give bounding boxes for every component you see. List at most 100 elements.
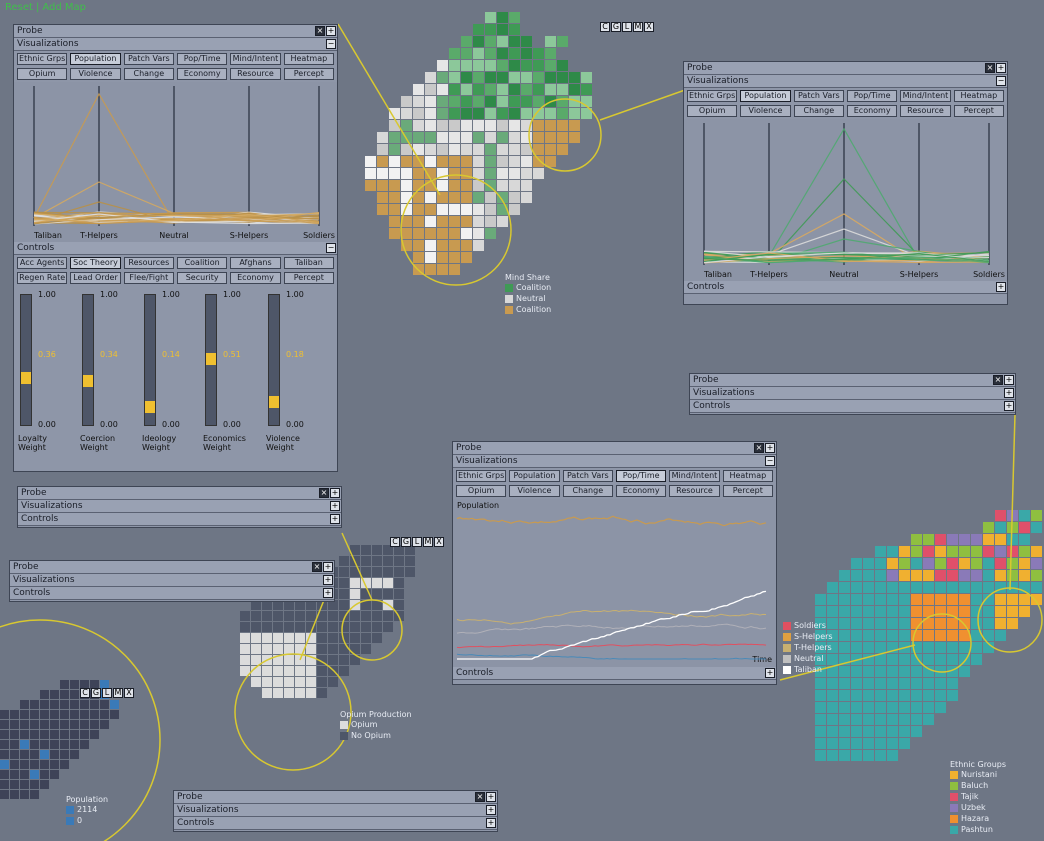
close-icon[interactable]: × <box>754 443 764 453</box>
tab-population[interactable]: Population <box>509 470 560 482</box>
map-btn-g[interactable]: G <box>91 688 101 698</box>
tab-pop-time[interactable]: Pop/Time <box>176 53 228 65</box>
reset-button[interactable]: Reset <box>5 2 33 13</box>
minimize-icon[interactable]: − <box>326 39 336 49</box>
expand-icon[interactable]: + <box>486 818 496 828</box>
tab-heatmap[interactable]: Heatmap <box>722 470 773 482</box>
tab-ethnic-grps[interactable]: Ethnic Grps <box>687 90 738 102</box>
expand-icon[interactable]: + <box>323 575 333 585</box>
visualizations-header[interactable]: Visualizations − <box>684 75 1007 88</box>
expand-icon[interactable]: + <box>323 588 333 598</box>
expand-icon[interactable]: + <box>330 501 340 511</box>
tab-opium[interactable]: Opium <box>17 68 68 80</box>
visualizations-header[interactable]: Visualizations + <box>174 804 497 817</box>
map-btn-l[interactable]: L <box>622 22 632 32</box>
controls-header[interactable]: Controls + <box>174 817 497 830</box>
weight-slider[interactable] <box>20 294 32 426</box>
tab-population[interactable]: Population <box>740 90 791 102</box>
afghanistan-mind-share-map[interactable] <box>365 12 615 322</box>
collapse-icon[interactable]: + <box>765 443 775 453</box>
tab-economy[interactable]: Economy <box>230 272 281 284</box>
controls-header[interactable]: Controls + <box>684 281 1007 294</box>
visualizations-header[interactable]: Visualizations + <box>690 387 1015 400</box>
tab-violence[interactable]: Violence <box>509 485 560 497</box>
visualizations-header[interactable]: Visualizations − <box>14 38 337 51</box>
controls-header[interactable]: Controls + <box>10 587 334 600</box>
weight-slider[interactable] <box>144 294 156 426</box>
map-btn-c[interactable]: C <box>390 537 400 547</box>
tab-ethnic-grps[interactable]: Ethnic Grps <box>17 53 68 65</box>
tab-coalition[interactable]: Coalition <box>176 257 228 269</box>
visualizations-header[interactable]: Visualizations − <box>453 455 776 468</box>
tab-regen-rate[interactable]: Regen Rate <box>17 272 68 284</box>
map-btn-c[interactable]: C <box>600 22 610 32</box>
controls-header[interactable]: Controls + <box>690 400 1015 413</box>
map-btn-g[interactable]: G <box>401 537 411 547</box>
tab-percept[interactable]: Percept <box>953 105 1004 117</box>
map-btn-c[interactable]: C <box>80 688 90 698</box>
tab-heatmap[interactable]: Heatmap <box>953 90 1004 102</box>
tab-resources[interactable]: Resources <box>123 257 174 269</box>
tab-economy[interactable]: Economy <box>176 68 228 80</box>
tab-soc-theory[interactable]: Soc Theory <box>70 257 121 269</box>
map-btn-m[interactable]: M <box>633 22 643 32</box>
tab-resource[interactable]: Resource <box>230 68 281 80</box>
tab-percept[interactable]: Percept <box>283 68 334 80</box>
map-btn-l[interactable]: L <box>412 537 422 547</box>
tab-pop-time[interactable]: Pop/Time <box>615 470 667 482</box>
close-icon[interactable]: × <box>319 488 329 498</box>
map-btn-x[interactable]: X <box>434 537 444 547</box>
tab-patch-vars[interactable]: Patch Vars <box>793 90 844 102</box>
collapse-icon[interactable]: + <box>323 562 333 572</box>
close-icon[interactable]: × <box>985 63 995 73</box>
tab-violence[interactable]: Violence <box>70 68 121 80</box>
tab-change[interactable]: Change <box>123 68 174 80</box>
tab-pop-time[interactable]: Pop/Time <box>846 90 898 102</box>
collapse-icon[interactable]: + <box>486 792 496 802</box>
tab-mind-intent[interactable]: Mind/Intent <box>230 53 281 65</box>
tab-percept[interactable]: Percept <box>283 272 334 284</box>
close-icon[interactable]: × <box>475 792 485 802</box>
tab-percept[interactable]: Percept <box>722 485 773 497</box>
tab-heatmap[interactable]: Heatmap <box>283 53 334 65</box>
tab-opium[interactable]: Opium <box>456 485 507 497</box>
expand-icon[interactable]: + <box>996 282 1006 292</box>
tab-change[interactable]: Change <box>793 105 844 117</box>
expand-icon[interactable]: + <box>1004 388 1014 398</box>
tab-population[interactable]: Population <box>70 53 121 65</box>
map-btn-m[interactable]: M <box>423 537 433 547</box>
tab-mind-intent[interactable]: Mind/Intent <box>669 470 720 482</box>
tab-acc-agents[interactable]: Acc Agents <box>17 257 68 269</box>
weight-slider[interactable] <box>82 294 94 426</box>
tab-afghans[interactable]: Afghans <box>230 257 281 269</box>
controls-header[interactable]: Controls + <box>453 667 776 680</box>
expand-icon[interactable]: + <box>330 514 340 524</box>
expand-icon[interactable]: + <box>765 668 775 678</box>
map-btn-l[interactable]: L <box>102 688 112 698</box>
slider-knob[interactable] <box>21 372 31 385</box>
slider-knob[interactable] <box>83 374 93 387</box>
tab-change[interactable]: Change <box>562 485 613 497</box>
slider-knob[interactable] <box>206 352 216 365</box>
close-icon[interactable]: × <box>993 375 1003 385</box>
add-map-button[interactable]: Add Map <box>42 2 86 13</box>
tab-patch-vars[interactable]: Patch Vars <box>562 470 613 482</box>
tab-taliban[interactable]: Taliban <box>283 257 334 269</box>
tab-resource[interactable]: Resource <box>900 105 951 117</box>
tab-violence[interactable]: Violence <box>740 105 791 117</box>
controls-header[interactable]: Controls + <box>18 513 341 526</box>
map-btn-g[interactable]: G <box>611 22 621 32</box>
tab-opium[interactable]: Opium <box>687 105 738 117</box>
collapse-icon[interactable]: + <box>1004 375 1014 385</box>
tab-lead-order[interactable]: Lead Order <box>70 272 121 284</box>
controls-header[interactable]: Controls − <box>14 242 337 255</box>
visualizations-header[interactable]: Visualizations + <box>18 500 341 513</box>
map-btn-x[interactable]: X <box>124 688 134 698</box>
slider-knob[interactable] <box>145 400 155 413</box>
expand-icon[interactable]: + <box>486 805 496 815</box>
map-btn-m[interactable]: M <box>113 688 123 698</box>
tab-economy[interactable]: Economy <box>846 105 898 117</box>
collapse-icon[interactable]: + <box>330 488 340 498</box>
minimize-icon[interactable]: − <box>996 76 1006 86</box>
tab-flee-fight[interactable]: Flee/Fight <box>123 272 174 284</box>
